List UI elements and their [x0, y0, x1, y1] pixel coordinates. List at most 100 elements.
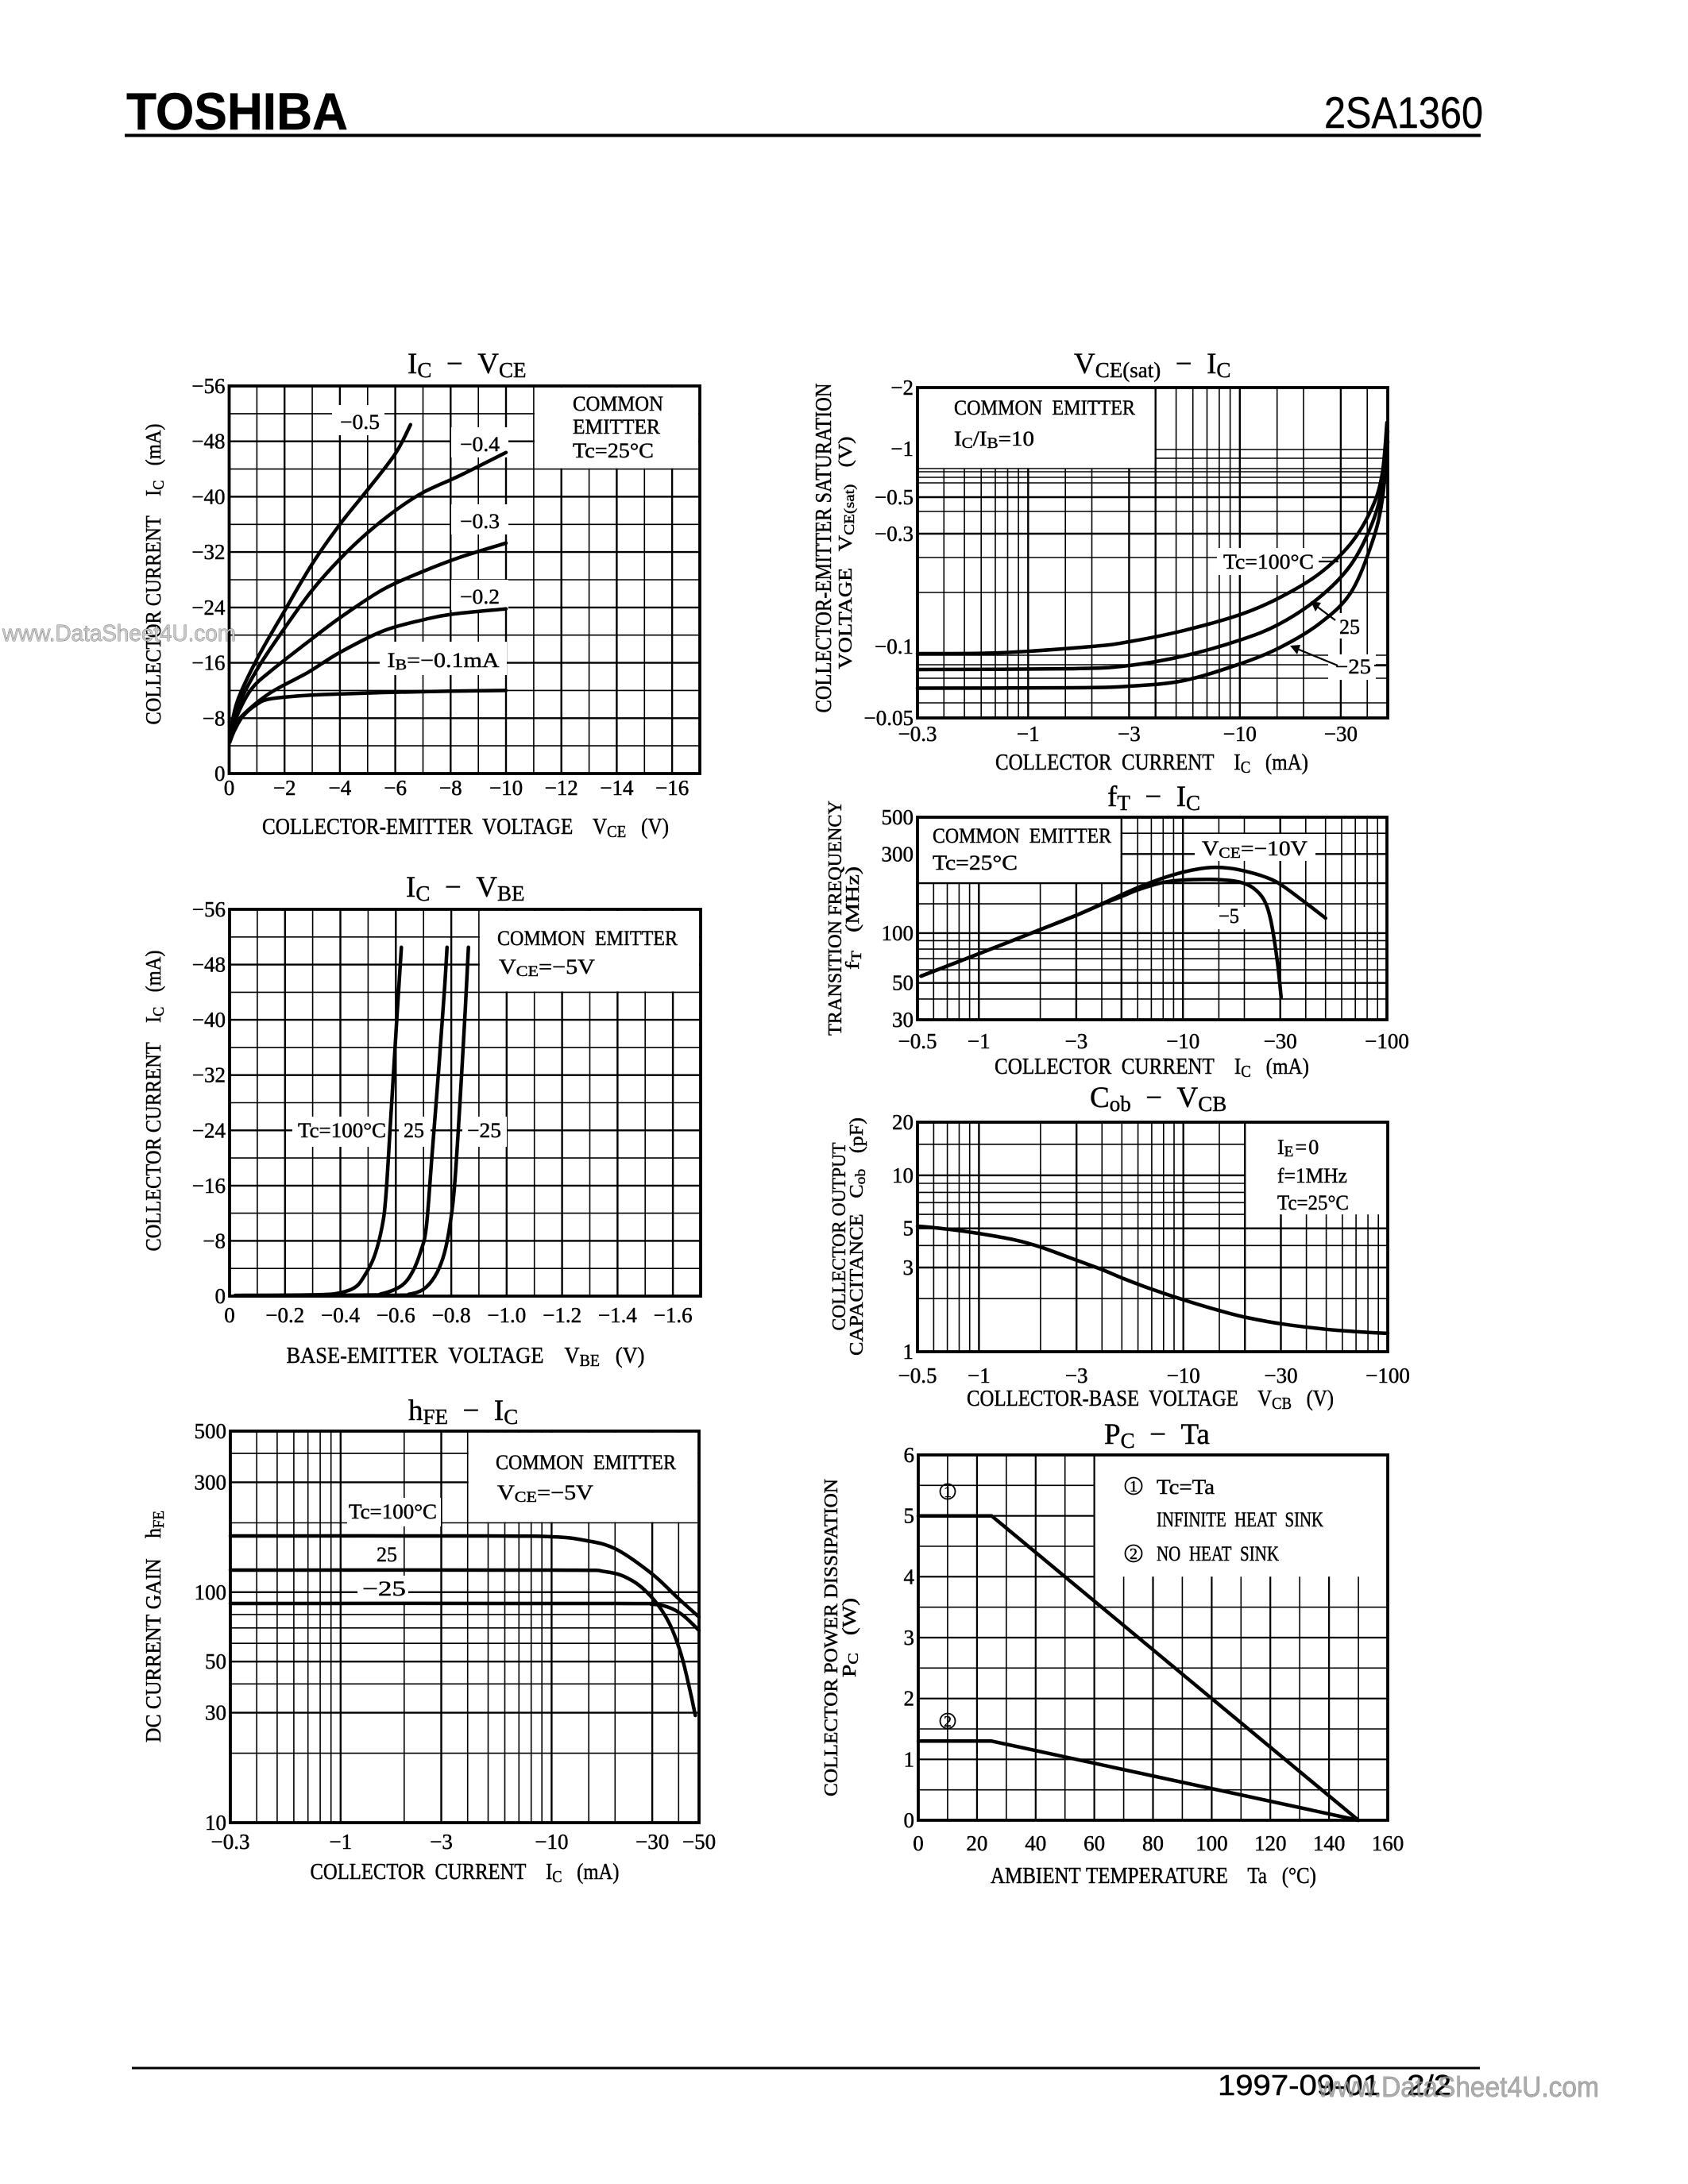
- svg-text:−3: −3: [1065, 1364, 1088, 1387]
- svg-text:500: 500: [195, 1419, 227, 1443]
- svg-text:COLLECTOR CURRENT IC​ (mA: COLLECTOR CURRENT IC​ (mA): [141, 951, 168, 1252]
- svg-text:NO HEAT SINK: NO HEAT SINK: [1157, 1542, 1279, 1565]
- svg-text:25: 25: [404, 1119, 424, 1142]
- svg-text:−0.5: −0.5: [898, 1029, 937, 1053]
- svg-text:−0.2: −0.2: [460, 585, 500, 608]
- svg-text:−8: −8: [439, 776, 462, 800]
- svg-text:−10: −10: [1167, 1364, 1200, 1387]
- svg-text:−6: −6: [384, 776, 407, 800]
- svg-text:−24: −24: [191, 596, 226, 619]
- svg-text:60: 60: [1083, 1831, 1105, 1855]
- svg-text:0: 0: [224, 776, 235, 800]
- svg-text:−50: −50: [682, 1830, 716, 1854]
- svg-text:30: 30: [892, 1008, 914, 1032]
- svg-text:VCE(sat)​ − IC​: VCE(sat)​ − IC​: [1074, 348, 1230, 382]
- svg-text:−10: −10: [1223, 722, 1257, 746]
- svg-text:120: 120: [1254, 1831, 1287, 1855]
- svg-text:COMMON EMITTER: COMMON EMITTER: [954, 396, 1136, 419]
- svg-text:−0.3: −0.3: [460, 510, 500, 533]
- svg-text:1997-09-01 2/2: 1997-09-01 2/2: [1218, 2069, 1451, 2101]
- svg-text:Tc=100°C: Tc=100°C: [298, 1119, 386, 1142]
- svg-text:−1.2: −1.2: [543, 1303, 581, 1327]
- svg-text:COLLECTOR OUTPUT: COLLECTOR OUTPUT: [829, 1142, 850, 1330]
- svg-text:30: 30: [205, 1701, 226, 1725]
- svg-text:−12: −12: [545, 776, 578, 800]
- svg-text:−24: −24: [192, 1118, 226, 1142]
- svg-text:f=1MHz: f=1MHz: [1277, 1164, 1347, 1187]
- svg-text:−8: −8: [203, 1229, 226, 1252]
- svg-text:20: 20: [892, 1110, 914, 1134]
- svg-text:−0.5: −0.5: [898, 1364, 937, 1387]
- svg-text:0: 0: [215, 1284, 226, 1308]
- svg-text:−10: −10: [535, 1830, 568, 1854]
- svg-text:hFE​ − IC​: hFE​ − IC​: [408, 1395, 518, 1429]
- svg-text:IC​/IB​=10: IC​/IB​=10: [954, 427, 1034, 452]
- svg-text:−1: −1: [329, 1830, 352, 1854]
- svg-text:−1.6: −1.6: [654, 1303, 693, 1327]
- svg-text:160: 160: [1372, 1831, 1404, 1855]
- svg-text:3: 3: [903, 1256, 914, 1279]
- svg-text:−25: −25: [1335, 655, 1371, 678]
- svg-text:−0.3: −0.3: [875, 522, 914, 546]
- svg-text:−0.4: −0.4: [460, 433, 500, 456]
- svg-text:−56: −56: [191, 374, 225, 398]
- svg-text:300: 300: [882, 842, 914, 866]
- svg-text:VOLTAGE VCE(sat)​ (V): VOLTAGE VCE(sat)​ (V): [836, 437, 858, 669]
- svg-text:COMMON: COMMON: [573, 392, 663, 415]
- svg-text:4: 4: [904, 1565, 915, 1588]
- svg-text:2: 2: [944, 1713, 952, 1731]
- svg-text:EMITTER: EMITTER: [573, 415, 661, 438]
- svg-text:−14: −14: [600, 776, 634, 800]
- svg-text:2: 2: [904, 1687, 915, 1711]
- svg-text:IE​ = 0: IE​ = 0: [1277, 1136, 1319, 1160]
- svg-text:−16: −16: [655, 776, 689, 800]
- svg-text:TRANSITION FREQUENCY: TRANSITION FREQUENCY: [825, 801, 846, 1036]
- svg-text:0: 0: [214, 762, 226, 785]
- svg-text:COLLECTOR CURRENT IC​ (m: COLLECTOR CURRENT IC​ (mA): [311, 1860, 620, 1886]
- svg-text:−32: −32: [191, 540, 225, 564]
- svg-text:25: 25: [377, 1543, 397, 1566]
- svg-text:500: 500: [882, 805, 914, 829]
- svg-text:−0.5: −0.5: [875, 485, 914, 509]
- svg-text:−25: −25: [362, 1577, 406, 1600]
- svg-text:10: 10: [892, 1163, 914, 1187]
- svg-text:−16: −16: [191, 651, 225, 675]
- svg-text:−56: −56: [192, 897, 226, 921]
- svg-text:www.DataSheet4U.com: www.DataSheet4U.com: [2, 621, 236, 646]
- svg-text:Cob​ − VCB​: Cob​ − VCB​: [1090, 1082, 1226, 1116]
- svg-text:20: 20: [966, 1831, 987, 1855]
- svg-text:COLLECTOR CURRENT IC​ (m: COLLECTOR CURRENT IC​ (mA): [995, 1055, 1309, 1081]
- svg-text:−3: −3: [1118, 722, 1141, 746]
- svg-text:TOSHIBA: TOSHIBA: [126, 82, 348, 141]
- svg-text:COLLECTOR CURRENT IC​ (m: COLLECTOR CURRENT IC​ (mA): [995, 751, 1308, 777]
- svg-text:3: 3: [904, 1626, 915, 1650]
- svg-text:−30: −30: [1264, 1029, 1297, 1053]
- svg-text:−25: −25: [467, 1119, 501, 1142]
- svg-text:−1.0: −1.0: [487, 1303, 526, 1327]
- svg-text:Tc=100°C: Tc=100°C: [1223, 550, 1314, 573]
- svg-text:−40: −40: [192, 1008, 226, 1032]
- svg-text:−48: −48: [192, 953, 226, 977]
- svg-text:fT​ − IC​: fT​ − IC​: [1107, 781, 1200, 815]
- svg-text:−1: −1: [890, 437, 914, 461]
- svg-text:IC​ − VCE​: IC​ − VCE​: [408, 348, 526, 382]
- svg-text:BASE-EMITTER VOLTAGE VBE​: BASE-EMITTER VOLTAGE VBE​ (V): [287, 1344, 645, 1370]
- svg-text:5: 5: [904, 1504, 915, 1528]
- svg-text:6: 6: [904, 1443, 915, 1467]
- svg-text:−3: −3: [1065, 1029, 1088, 1053]
- svg-text:VCE​=−5V: VCE​=−5V: [499, 955, 595, 980]
- svg-text:−0.6: −0.6: [377, 1303, 415, 1327]
- svg-text:−10: −10: [1166, 1029, 1199, 1053]
- svg-text:−40: −40: [191, 484, 225, 508]
- svg-text:COLLECTOR-EMITTER SATURATION: COLLECTOR-EMITTER SATURATION: [812, 384, 836, 713]
- svg-text:VCE​=−10V: VCE​=−10V: [1202, 837, 1308, 862]
- svg-text:10: 10: [205, 1811, 226, 1835]
- svg-text:25: 25: [1339, 615, 1360, 639]
- svg-text:140: 140: [1313, 1831, 1346, 1855]
- svg-text:−1: −1: [1017, 722, 1040, 746]
- svg-text:−1.4: −1.4: [598, 1303, 637, 1327]
- svg-text:PC​ (W): PC​ (W): [840, 1598, 861, 1677]
- svg-text:−30: −30: [635, 1830, 669, 1854]
- svg-text:Tc=25°C: Tc=25°C: [573, 439, 654, 462]
- svg-text:IC​ − VBE​: IC​ − VBE​: [406, 871, 524, 905]
